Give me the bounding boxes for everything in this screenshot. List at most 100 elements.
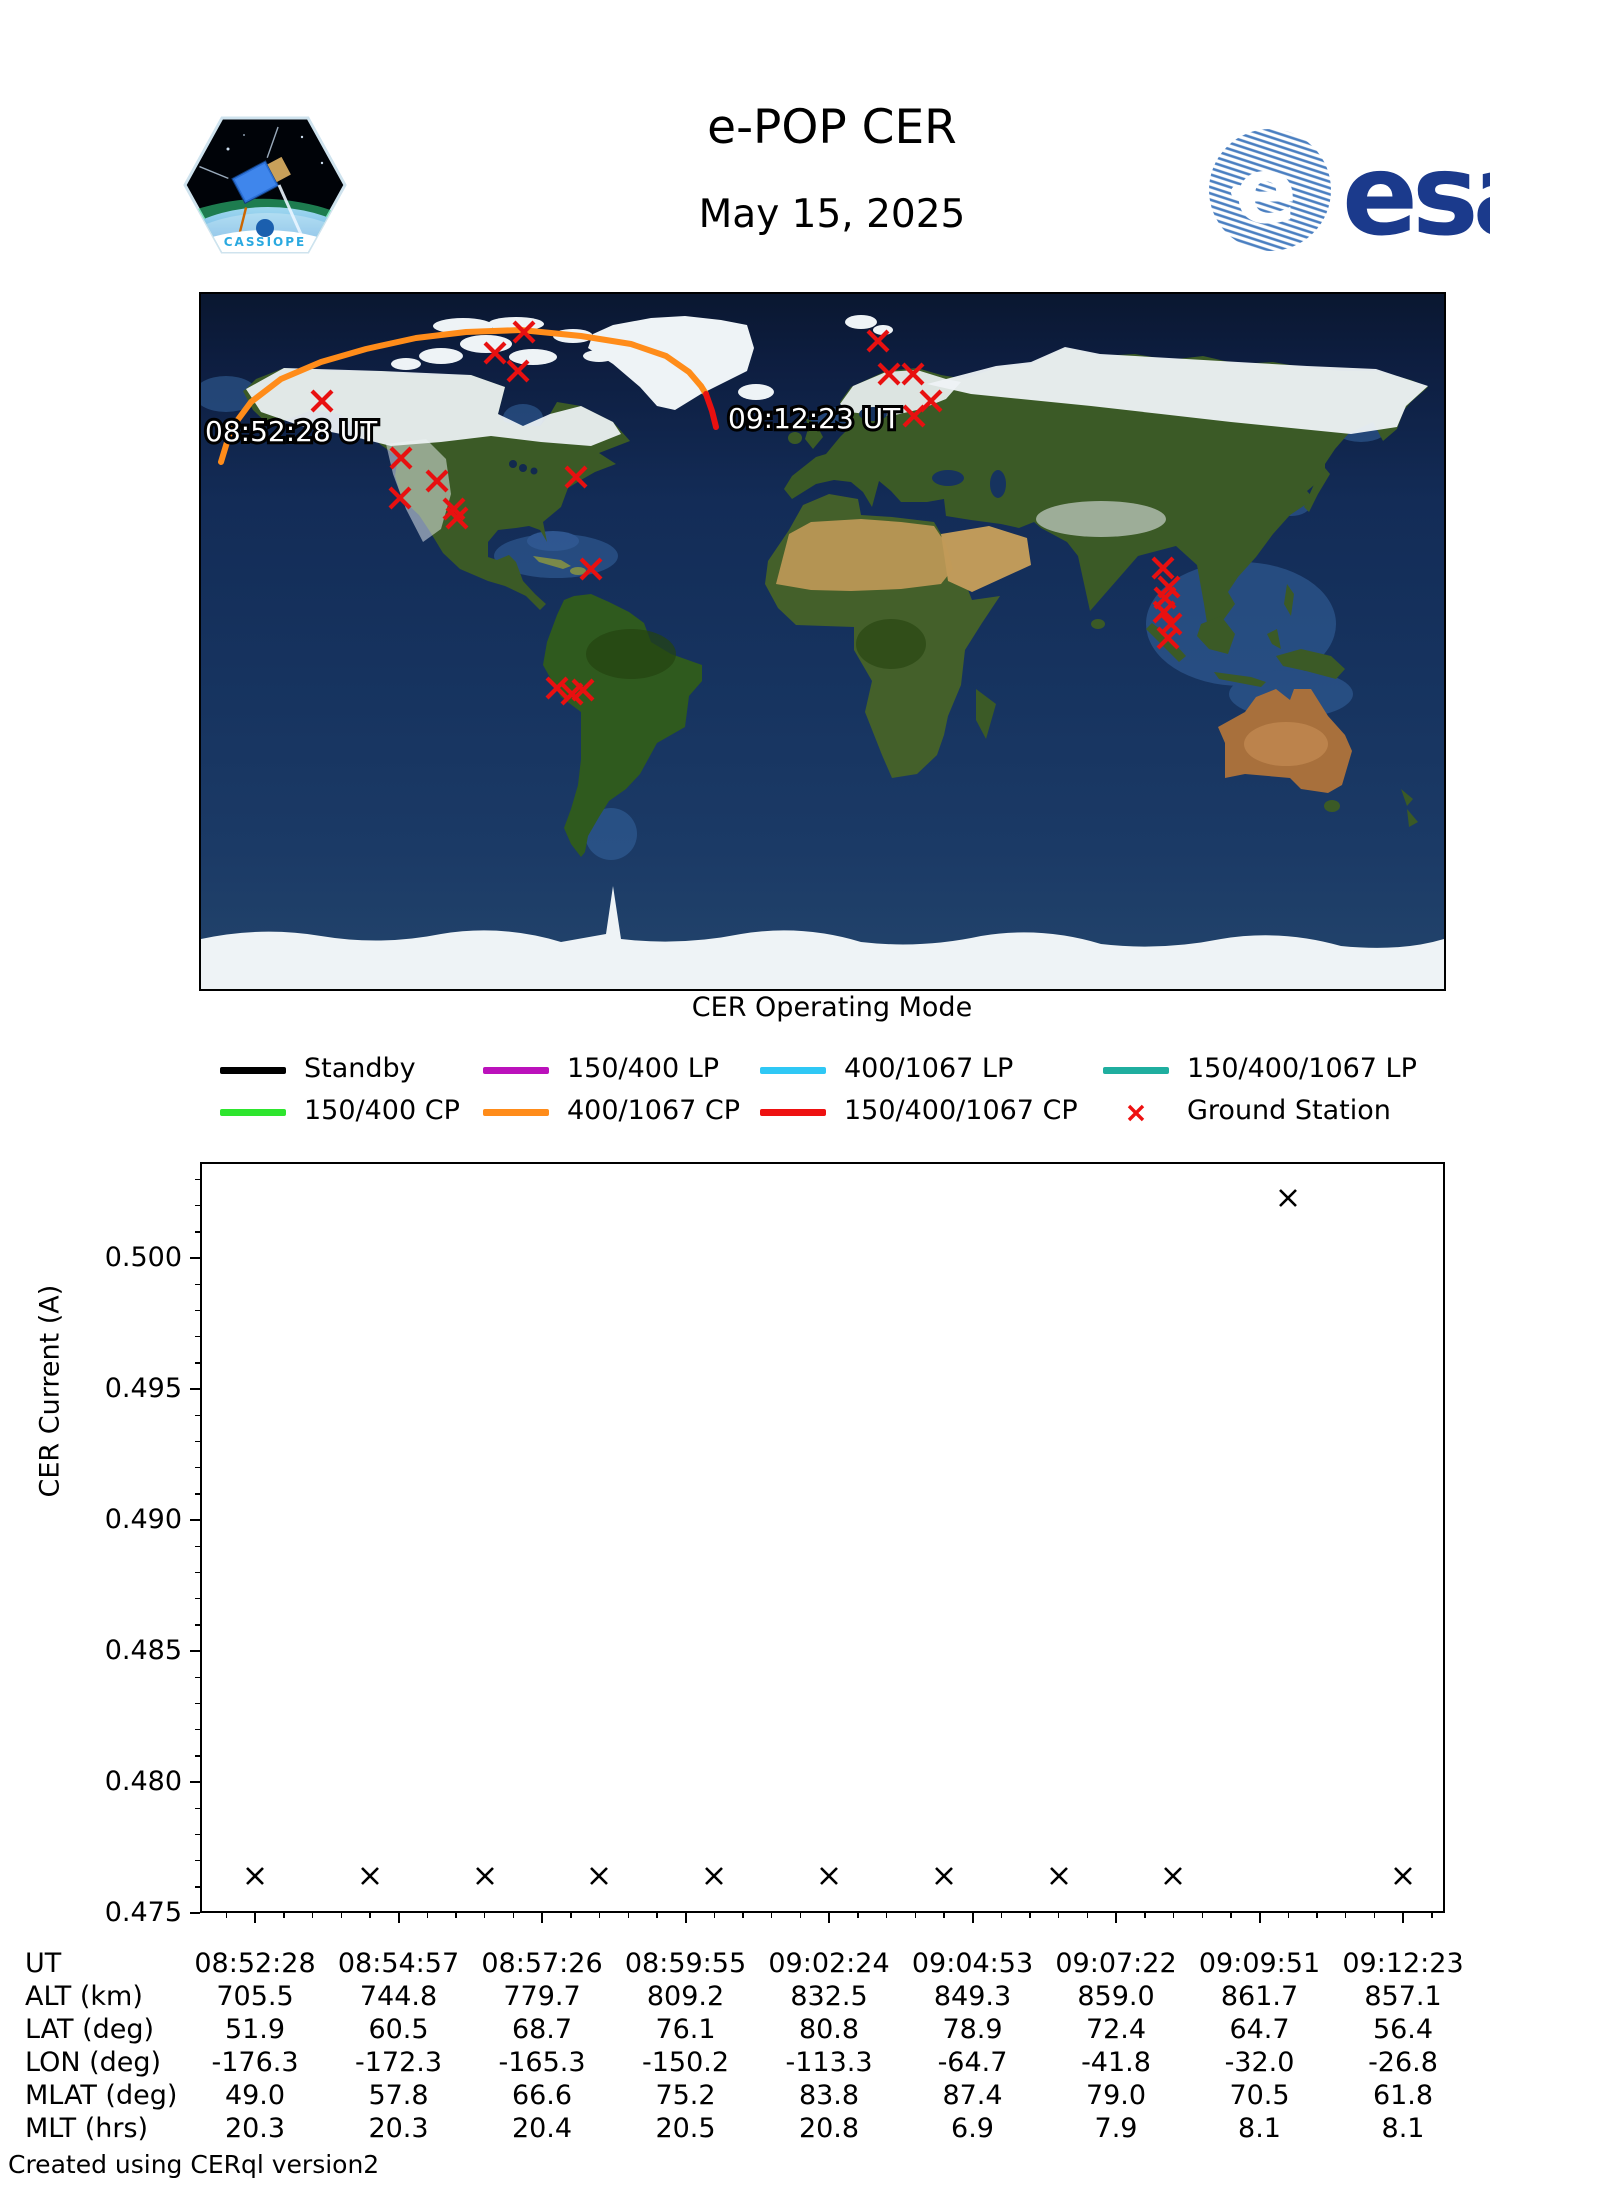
legend-label: 400/1067 LP xyxy=(844,1053,1014,1084)
table-cell: 75.2 xyxy=(655,2080,716,2111)
table-cell: 09:04:53 xyxy=(911,1948,1034,1979)
table-cell: 83.8 xyxy=(798,2080,860,2111)
java xyxy=(1214,672,1266,687)
legend-line-swatch xyxy=(483,1067,549,1074)
ground-station-x-icon xyxy=(901,362,925,386)
data-point-x-marker xyxy=(474,1865,496,1887)
axis-tick xyxy=(1402,1913,1405,1923)
table-cell: 72.4 xyxy=(1085,2014,1147,2045)
axis-tick xyxy=(195,1833,200,1836)
axis-tick xyxy=(195,1467,200,1469)
axis-tick xyxy=(195,1336,200,1338)
table-cell: -150.2 xyxy=(641,2047,730,2078)
y-tick-label: 0.490 xyxy=(104,1504,182,1535)
axis-tick xyxy=(1144,1913,1146,1918)
axis-tick xyxy=(195,1440,200,1443)
table-cell: 849.3 xyxy=(933,1981,1012,2012)
ground-station-x-icon xyxy=(579,557,603,581)
table-cell: 705.5 xyxy=(216,1981,294,2012)
ground-station-x-icon xyxy=(388,486,412,510)
axis-tick xyxy=(190,1519,200,1522)
table-cell: 80.8 xyxy=(798,2014,860,2045)
legend-label: Standby xyxy=(304,1053,416,1084)
map-legend-title: CER Operating Mode xyxy=(691,992,973,1023)
legend-label: Ground Station xyxy=(1187,1095,1391,1126)
caspian-sea xyxy=(990,470,1006,498)
axis-tick xyxy=(857,1913,859,1918)
table-row-label: MLAT (deg) xyxy=(25,2080,178,2111)
data-point-x-marker xyxy=(818,1865,840,1887)
great-lakes xyxy=(509,460,538,475)
axis-tick xyxy=(195,1545,200,1548)
japan xyxy=(1304,468,1330,512)
axis-tick xyxy=(799,1913,802,1918)
axis-tick xyxy=(1287,1913,1290,1918)
axis-tick xyxy=(195,1624,200,1626)
ground-station-x-icon xyxy=(1152,600,1176,624)
axis-tick xyxy=(190,1650,200,1653)
table-cell: 20.3 xyxy=(368,2113,429,2144)
table-cell: 09:12:23 xyxy=(1342,1948,1464,1979)
ground-station-x-icon xyxy=(512,320,536,344)
y-tick-label: 0.485 xyxy=(104,1635,182,1666)
table-cell: 78.9 xyxy=(942,2014,1003,2045)
table-cell: 66.6 xyxy=(511,2080,573,2111)
data-point-x-marker xyxy=(1392,1865,1414,1887)
sahara xyxy=(776,519,953,591)
baltic-sea xyxy=(859,407,887,421)
axis-tick xyxy=(484,1913,486,1918)
legend-ground-station-x-icon xyxy=(1127,1104,1145,1122)
table-row-label: MLT (hrs) xyxy=(25,2113,149,2144)
ground-station-x-icon xyxy=(564,465,588,489)
table-cell: 49.0 xyxy=(224,2080,286,2111)
table-cell: 57.8 xyxy=(368,2080,429,2111)
table-cell: 61.8 xyxy=(1372,2080,1434,2111)
black-sea xyxy=(932,470,964,486)
table-cell: 87.4 xyxy=(942,2080,1003,2111)
axis-tick xyxy=(1345,1913,1347,1918)
axis-tick xyxy=(195,1571,200,1574)
axis-tick xyxy=(397,1913,400,1923)
table-cell: -64.7 xyxy=(937,2047,1008,2078)
table-cell: 744.8 xyxy=(359,1981,438,2012)
data-point-x-marker xyxy=(588,1865,610,1887)
ireland xyxy=(788,432,802,444)
axis-tick xyxy=(1172,1913,1175,1918)
axis-tick xyxy=(971,1913,974,1923)
y-tick-label: 0.480 xyxy=(104,1766,182,1797)
axis-tick xyxy=(195,1886,200,1888)
table-cell: 857.1 xyxy=(1364,1981,1442,2012)
axis-tick xyxy=(426,1913,429,1918)
axis-tick xyxy=(195,1598,200,1600)
ground-station-x-icon xyxy=(506,359,530,383)
table-cell: 20.3 xyxy=(224,2113,286,2144)
table-cell: 51.9 xyxy=(224,2014,286,2045)
borneo xyxy=(1197,616,1235,654)
ground-station-x-icon xyxy=(425,469,449,493)
axis-tick xyxy=(570,1913,572,1918)
philippines xyxy=(1284,584,1294,616)
axis-tick xyxy=(512,1913,515,1918)
axis-tick xyxy=(943,1913,945,1918)
data-point-x-marker xyxy=(1162,1865,1184,1887)
axis-tick xyxy=(742,1913,744,1918)
axis-tick xyxy=(195,1414,200,1417)
legend-line-swatch xyxy=(483,1109,549,1116)
table-cell: -165.3 xyxy=(498,2047,586,2078)
table-cell: 861.7 xyxy=(1220,1981,1299,2012)
axis-tick xyxy=(195,1729,200,1731)
ground-station-x-icon xyxy=(545,676,569,700)
footer-credit: Created using CERql version2 xyxy=(8,2150,380,2179)
axis-tick xyxy=(190,1388,200,1391)
axis-tick xyxy=(885,1913,888,1918)
ground-station-x-icon xyxy=(902,404,926,428)
table-cell: 8.1 xyxy=(1381,2113,1425,2144)
axis-tick xyxy=(1373,1913,1376,1918)
axis-tick xyxy=(190,1781,200,1784)
ground-station-x-icon xyxy=(571,678,595,702)
sulawesi xyxy=(1267,629,1281,649)
snow-cover xyxy=(201,315,1444,989)
axis-tick xyxy=(627,1913,629,1918)
legend-line-swatch xyxy=(760,1067,826,1074)
